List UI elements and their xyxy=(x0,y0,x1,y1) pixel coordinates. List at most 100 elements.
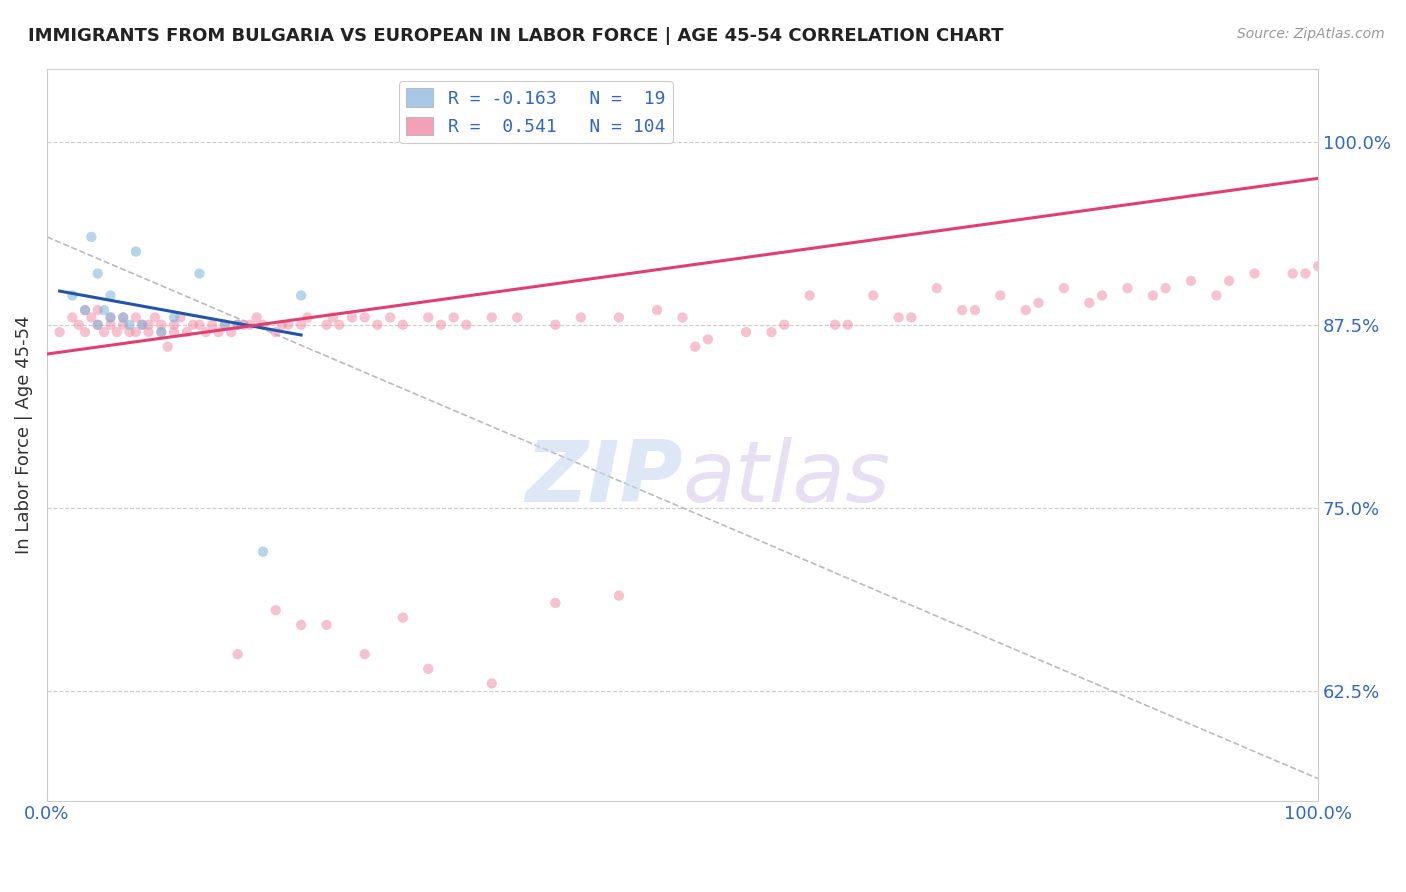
Point xyxy=(87,318,110,332)
Point xyxy=(112,310,135,325)
Point xyxy=(353,310,375,325)
Point xyxy=(1243,267,1265,281)
Point xyxy=(226,647,249,661)
Point xyxy=(214,318,236,332)
Point xyxy=(271,318,294,332)
Point xyxy=(1154,281,1177,295)
Legend: R = -0.163   N =  19, R =  0.541   N = 104: R = -0.163 N = 19, R = 0.541 N = 104 xyxy=(399,81,672,144)
Point xyxy=(1116,281,1139,295)
Point xyxy=(246,310,269,325)
Point xyxy=(232,318,254,332)
Point xyxy=(392,318,415,332)
Text: atlas: atlas xyxy=(682,437,890,520)
Point xyxy=(1142,288,1164,302)
Point xyxy=(214,318,236,332)
Point xyxy=(925,281,948,295)
Point xyxy=(226,318,249,332)
Point xyxy=(290,618,312,632)
Point xyxy=(150,318,173,332)
Point xyxy=(607,310,630,325)
Point xyxy=(163,318,186,332)
Point xyxy=(87,318,110,332)
Point xyxy=(176,325,198,339)
Point xyxy=(207,325,229,339)
Point xyxy=(315,618,337,632)
Point xyxy=(239,318,262,332)
Y-axis label: In Labor Force | Age 45-54: In Labor Force | Age 45-54 xyxy=(15,315,32,554)
Point xyxy=(443,310,465,325)
Point xyxy=(131,318,153,332)
Point xyxy=(1308,259,1330,273)
Point xyxy=(87,303,110,318)
Point xyxy=(100,318,122,332)
Point xyxy=(456,318,478,332)
Point xyxy=(697,332,720,346)
Point xyxy=(125,310,148,325)
Point xyxy=(112,310,135,325)
Point xyxy=(1028,295,1050,310)
Point xyxy=(138,325,160,339)
Point xyxy=(188,318,211,332)
Point xyxy=(1180,274,1202,288)
Point xyxy=(1078,295,1101,310)
Point xyxy=(683,340,706,354)
Point xyxy=(252,318,274,332)
Point xyxy=(418,310,440,325)
Point xyxy=(544,596,567,610)
Point xyxy=(1294,267,1316,281)
Point xyxy=(544,318,567,332)
Point xyxy=(392,610,415,624)
Text: IMMIGRANTS FROM BULGARIA VS EUROPEAN IN LABOR FORCE | AGE 45-54 CORRELATION CHAR: IMMIGRANTS FROM BULGARIA VS EUROPEAN IN … xyxy=(28,27,1004,45)
Point xyxy=(277,318,299,332)
Point xyxy=(264,603,287,617)
Text: ZIP: ZIP xyxy=(524,437,682,520)
Point xyxy=(163,310,186,325)
Point xyxy=(73,303,96,318)
Point xyxy=(1091,288,1114,302)
Point xyxy=(340,310,363,325)
Point xyxy=(378,310,401,325)
Point xyxy=(297,310,319,325)
Point xyxy=(366,318,388,332)
Point xyxy=(201,318,224,332)
Point xyxy=(60,310,83,325)
Point xyxy=(481,310,503,325)
Point xyxy=(430,318,453,332)
Point xyxy=(226,318,249,332)
Point xyxy=(569,310,592,325)
Point xyxy=(150,325,173,339)
Point xyxy=(73,303,96,318)
Point xyxy=(900,310,922,325)
Point xyxy=(481,676,503,690)
Point xyxy=(93,325,115,339)
Point xyxy=(105,325,128,339)
Point xyxy=(100,310,122,325)
Point xyxy=(80,230,103,244)
Point xyxy=(125,325,148,339)
Point xyxy=(506,310,529,325)
Point xyxy=(156,340,179,354)
Point xyxy=(322,310,344,325)
Point xyxy=(418,662,440,676)
Point xyxy=(290,288,312,302)
Point xyxy=(963,303,986,318)
Point xyxy=(824,318,846,332)
Point xyxy=(950,303,973,318)
Point xyxy=(1218,274,1240,288)
Point xyxy=(328,318,350,332)
Point xyxy=(761,325,783,339)
Text: Source: ZipAtlas.com: Source: ZipAtlas.com xyxy=(1237,27,1385,41)
Point xyxy=(1053,281,1076,295)
Point xyxy=(1281,267,1303,281)
Point xyxy=(73,325,96,339)
Point xyxy=(67,318,90,332)
Point xyxy=(887,310,910,325)
Point xyxy=(93,303,115,318)
Point xyxy=(1205,288,1227,302)
Point xyxy=(131,318,153,332)
Point xyxy=(837,318,859,332)
Point xyxy=(645,303,668,318)
Point xyxy=(194,325,217,339)
Point xyxy=(125,244,148,259)
Point xyxy=(169,310,191,325)
